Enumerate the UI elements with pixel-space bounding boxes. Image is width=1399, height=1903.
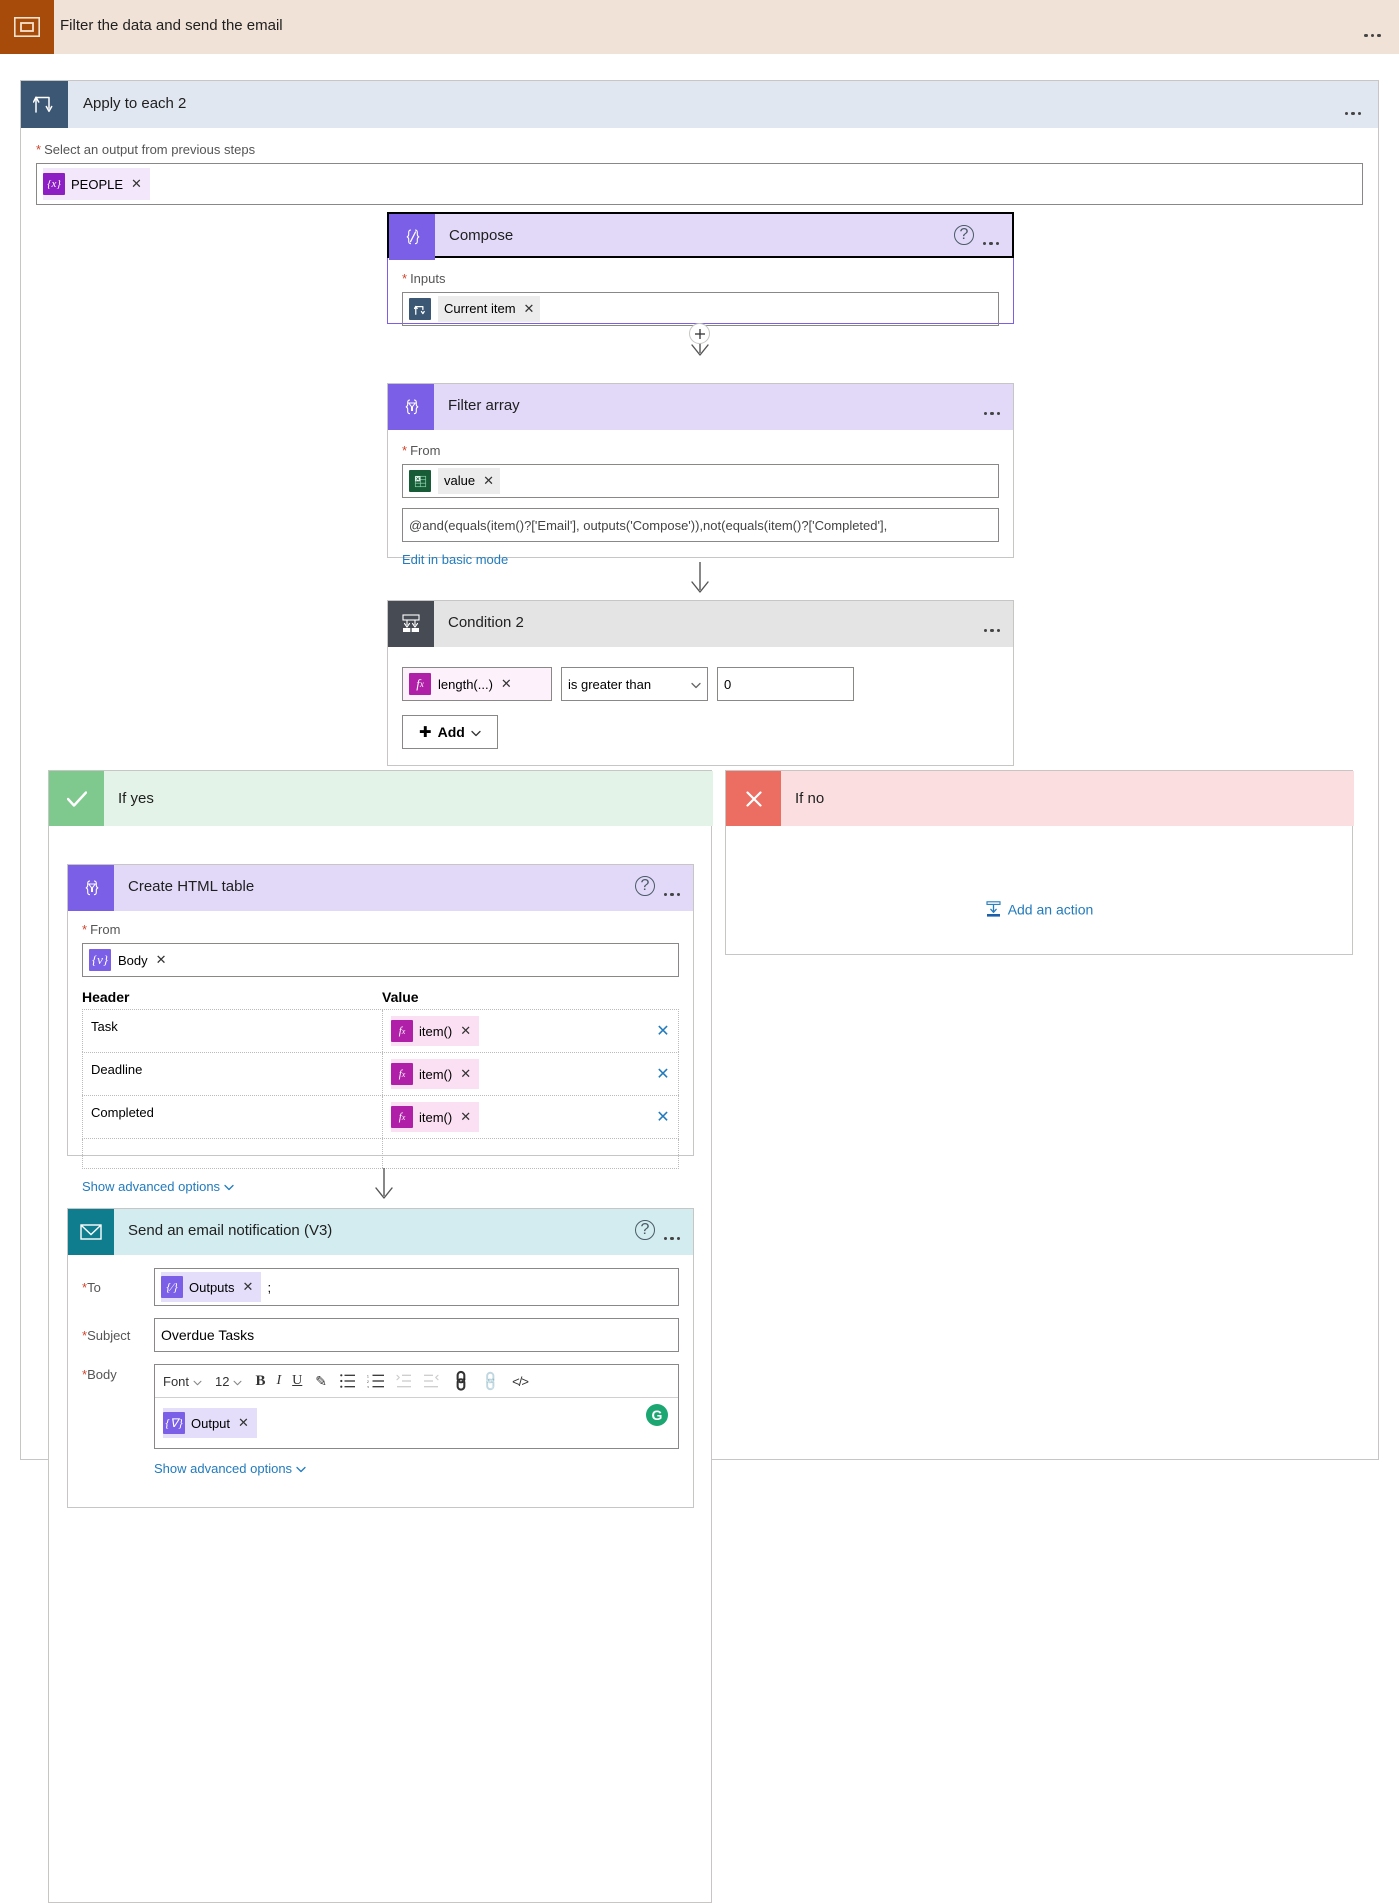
svg-text:1: 1 <box>367 1375 369 1379</box>
svg-text:3: 3 <box>367 1385 369 1388</box>
svg-text:2: 2 <box>367 1380 369 1384</box>
